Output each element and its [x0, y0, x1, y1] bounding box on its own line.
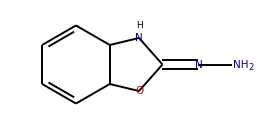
- Text: N: N: [135, 33, 143, 43]
- Text: H: H: [136, 21, 142, 30]
- Text: NH: NH: [233, 59, 249, 70]
- Text: O: O: [135, 86, 143, 96]
- Text: N: N: [195, 59, 202, 70]
- Text: 2: 2: [249, 63, 254, 72]
